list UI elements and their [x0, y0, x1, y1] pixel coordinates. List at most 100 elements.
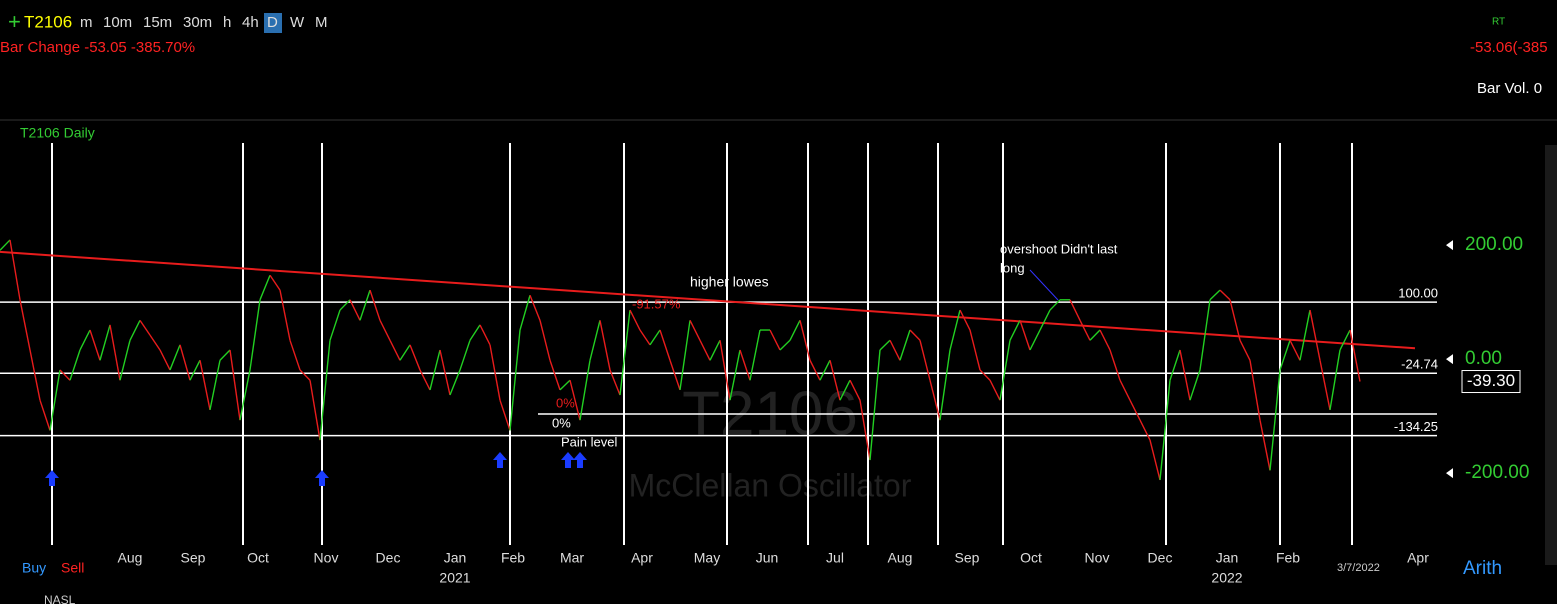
buy-button[interactable]: Buy	[22, 560, 46, 576]
x-tick-label: Sep	[181, 550, 206, 566]
sell-button[interactable]: Sell	[61, 560, 84, 576]
annotation: 0%	[556, 395, 575, 410]
oscillator-segment	[1299, 309, 1311, 361]
annotation: overshoot Didn't last	[1000, 241, 1118, 256]
interval-button[interactable]: 4h	[242, 14, 259, 31]
side-toolbar	[1545, 145, 1557, 565]
oscillator-segment	[699, 339, 711, 361]
annotation: long	[1000, 260, 1025, 275]
x-tick-label: Feb	[1276, 550, 1300, 566]
bottom-pane: NASL	[44, 593, 76, 604]
interval-button[interactable]: 15m	[143, 14, 172, 31]
oscillator-segment	[439, 349, 451, 396]
bar-volume: Bar Vol. 0	[1477, 80, 1542, 97]
scale-mode[interactable]: Arith	[1463, 558, 1502, 579]
y-tick-label: 0.00	[1465, 348, 1502, 369]
oscillator-segment	[279, 289, 291, 341]
x-tick-label: Aug	[118, 550, 143, 566]
oscillator-segment	[799, 320, 811, 361]
oscillator-segment	[109, 324, 121, 381]
last-value-label: -39.30	[1467, 371, 1515, 390]
oscillator-segment	[419, 369, 431, 391]
oscillator-segment	[859, 400, 871, 461]
oscillator-segment	[1039, 309, 1051, 331]
annotation-arrow	[1029, 269, 1059, 301]
interval-bar: m 10m 15m 30m h 4h D W M	[80, 13, 328, 33]
oscillator-segment	[659, 329, 671, 361]
x-tick-label: Dec	[376, 550, 401, 566]
oscillator-segment	[479, 324, 491, 346]
interval-button[interactable]: h	[223, 14, 231, 31]
oscillator-segment	[89, 329, 101, 361]
plot	[0, 143, 1437, 545]
oscillator-segment	[909, 329, 921, 341]
interval-button[interactable]: D	[267, 14, 278, 31]
oscillator-segment	[849, 379, 861, 401]
x-tick-label: Jan	[1216, 550, 1239, 566]
oscillator-segment	[1269, 369, 1281, 471]
pane-title[interactable]: T2106 Daily	[20, 125, 95, 141]
interval-button[interactable]: 30m	[183, 14, 212, 31]
oscillator-segment	[999, 340, 1011, 401]
buy-arrow	[315, 470, 329, 486]
oscillator-segment	[879, 339, 891, 351]
oscillator-segment	[1119, 379, 1131, 401]
oscillator-segment	[529, 294, 541, 321]
x-tick-label: Oct	[247, 550, 269, 566]
oscillator-segment	[1199, 299, 1211, 371]
oscillator-segment	[1029, 329, 1041, 351]
oscillator-segment	[1139, 419, 1151, 441]
oscillator-segment	[1189, 369, 1201, 401]
oscillator-segment	[939, 349, 951, 421]
interval-button[interactable]: m	[80, 14, 93, 31]
oscillator-segment	[889, 339, 901, 361]
oscillator-segment	[1339, 329, 1351, 351]
interval-button[interactable]: 10m	[103, 14, 132, 31]
oscillator-segment	[959, 309, 971, 331]
oscillator-segment	[839, 379, 851, 401]
oscillator-segment	[299, 369, 311, 381]
oscillator-segment	[19, 299, 31, 351]
oscillator-segment	[579, 360, 591, 421]
oscillator-segment	[29, 349, 41, 401]
oscillator-segment	[569, 380, 581, 421]
oscillator-segment	[229, 349, 241, 421]
oscillator-segment	[49, 369, 61, 431]
x-tick-label: Jul	[826, 550, 844, 566]
oscillator-segment	[519, 295, 531, 331]
oscillator-segment	[549, 360, 561, 391]
oscillator-segment	[1319, 360, 1331, 410]
add-icon[interactable]: +	[8, 9, 21, 34]
oscillator-segment	[1079, 320, 1091, 341]
oscillator-segment	[39, 399, 51, 431]
buy-arrow	[561, 452, 575, 468]
oscillator-segment	[1309, 309, 1321, 361]
oscillator-segment	[1179, 349, 1191, 401]
oscillator-segment	[969, 329, 981, 371]
level-label: 100.00	[1398, 286, 1438, 301]
oscillator-segment	[609, 369, 621, 396]
oscillator-segment	[989, 379, 1001, 401]
rt-badge[interactable]: RT	[1492, 17, 1505, 28]
annotation: higher lowes	[690, 274, 769, 290]
oscillator-segment	[59, 369, 71, 381]
oscillator-segment	[449, 369, 461, 396]
oscillator-segment	[219, 349, 231, 361]
oscillator-segment	[949, 309, 961, 351]
oscillator-segment	[459, 340, 471, 371]
symbol[interactable]: T2106	[24, 12, 72, 31]
oscillator-segment	[359, 289, 371, 321]
oscillator-segment	[669, 360, 681, 391]
buy-arrow	[573, 452, 587, 468]
oscillator-segment	[179, 344, 191, 381]
interval-active	[264, 13, 282, 33]
oscillator-segment	[349, 299, 361, 321]
oscillator-segment	[809, 359, 821, 381]
oscillator-segment	[929, 380, 941, 421]
y-tick-mark	[1446, 468, 1453, 479]
interval-button[interactable]: M	[315, 14, 328, 31]
oscillator-segment	[1349, 329, 1361, 382]
oscillator-segment	[769, 329, 781, 351]
oscillator-segment	[559, 379, 571, 391]
interval-button[interactable]: W	[290, 14, 305, 31]
